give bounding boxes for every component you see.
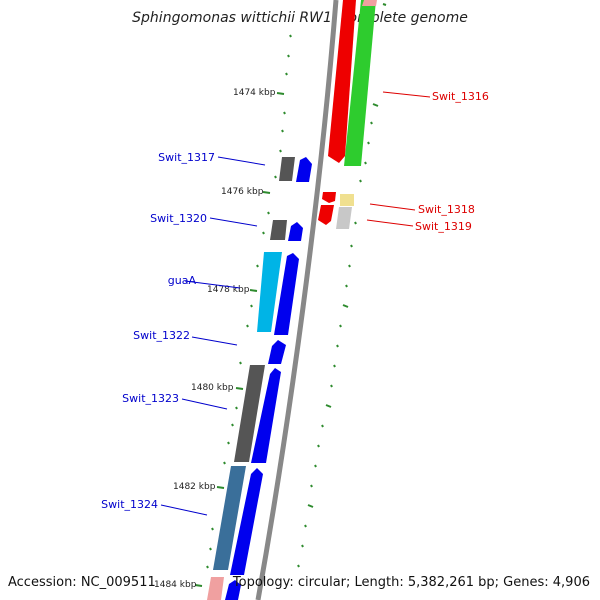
map-title: Sphingomonas wittichii RW1, complete gen… [132,10,468,26]
label-guaA: guaA [168,274,197,287]
gene-guaA-blue [274,253,299,335]
genome-backbone [255,0,339,600]
gene-swit-1318-yellow [340,194,354,206]
gene-swit-1324-steel [213,466,246,570]
label-swit-1324: Swit_1324 [101,498,158,511]
gene-swit-1317-blue [296,157,312,182]
tick-label-1478: 1478 kbp [207,285,250,295]
label-swit-1316: Swit_1316 [432,90,489,103]
gene-swit-1318-red-bottom [318,205,334,225]
accession-text: Accession: NC_009511 [8,575,156,590]
label-swit-1318: Swit_1318 [418,203,475,216]
gene-swit-1324-blue [230,468,263,575]
tick-label-1484: 1484 kbp [154,580,197,590]
tick-label-1474: 1474 kbp [233,88,276,98]
gene-swit-1317-gray [279,157,295,181]
kbp-ticks [194,92,285,587]
outer-tick-track [206,34,292,569]
gene-swit-1316-pink [362,0,377,6]
gene-swit-1316-green [344,0,376,166]
label-swit-1320: Swit_1320 [150,212,207,225]
leader-lines [160,91,431,516]
tick-label-1476: 1476 kbp [221,187,264,197]
tick-label-1482: 1482 kbp [173,482,216,492]
gene-swit-1320-gray [270,220,287,240]
gene-swit-1316-red [328,0,356,163]
gene-swit-1318-red-top [322,192,336,203]
gene-bottom-pink [207,577,224,600]
gene-swit-1323-blue [251,368,281,463]
gene-bottom-blue [225,580,241,600]
label-swit-1323: Swit_1323 [122,392,179,405]
gene-swit-1320-blue [288,222,303,241]
gene-swit-1319-gray [336,207,352,229]
inner-tick-track [297,3,387,568]
label-swit-1322: Swit_1322 [133,329,190,342]
gene-swit-1323-gray [234,365,265,462]
label-swit-1317: Swit_1317 [158,151,215,164]
label-swit-1319: Swit_1319 [415,220,472,233]
topology-text: Topology: circular; Length: 5,382,261 bp… [232,575,590,590]
gene-swit-1322-blue [268,340,286,364]
gene-guaA-cyan [257,252,282,332]
tick-label-1480: 1480 kbp [191,383,234,393]
